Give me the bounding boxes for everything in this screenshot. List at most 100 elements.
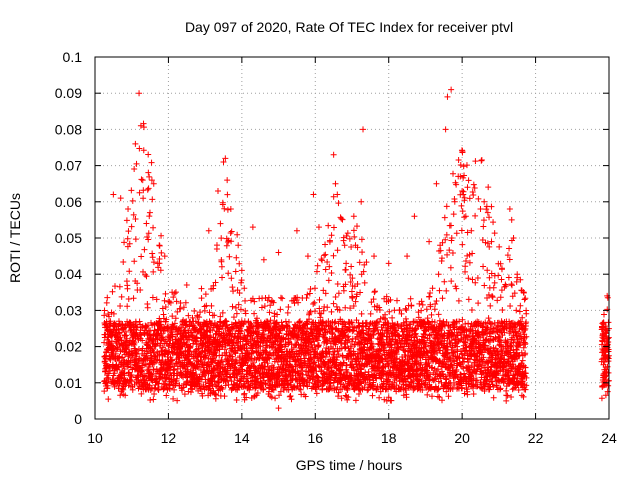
data-point: [170, 294, 177, 301]
data-point: [267, 302, 274, 309]
data-point: [351, 233, 358, 240]
data-point: [125, 228, 132, 235]
data-point: [136, 318, 143, 325]
data-point: [353, 291, 360, 298]
data-point: [328, 232, 335, 239]
data-point: [135, 346, 142, 353]
data-point: [150, 268, 157, 275]
data-point: [145, 185, 152, 192]
data-point: [368, 335, 375, 342]
data-point: [174, 372, 181, 379]
data-point: [424, 315, 431, 322]
data-point: [480, 263, 487, 270]
data-point: [304, 291, 311, 298]
data-point: [479, 236, 486, 243]
data-point: [304, 383, 311, 390]
data-point: [278, 319, 285, 326]
data-point: [357, 289, 364, 296]
data-point: [498, 266, 505, 273]
data-point: [149, 294, 156, 301]
data-point: [429, 393, 436, 400]
data-point: [266, 309, 273, 316]
data-point: [475, 300, 482, 307]
data-point: [218, 258, 225, 265]
data-point: [356, 259, 363, 266]
data-point: [229, 284, 236, 291]
data-point: [116, 341, 123, 348]
data-point: [133, 350, 140, 357]
data-point: [277, 294, 284, 301]
data-point: [284, 358, 291, 365]
data-point: [105, 313, 112, 320]
data-point: [149, 346, 156, 353]
data-point: [191, 307, 198, 314]
data-point: [235, 301, 242, 308]
data-point: [342, 281, 349, 288]
data-point: [418, 307, 425, 314]
data-point: [145, 230, 152, 237]
data-point: [323, 377, 330, 384]
data-point: [272, 356, 279, 363]
data-point: [317, 314, 324, 321]
data-point: [251, 310, 258, 317]
data-point: [458, 202, 465, 209]
data-point: [460, 163, 467, 170]
data-point: [132, 236, 139, 243]
data-point: [316, 342, 323, 349]
data-point: [263, 342, 270, 349]
data-point: [146, 213, 153, 220]
data-point: [433, 298, 440, 305]
data-point: [258, 304, 265, 311]
data-point: [441, 214, 448, 221]
data-point: [142, 361, 149, 368]
data-point: [105, 310, 112, 317]
data-point: [211, 312, 218, 319]
data-point: [201, 307, 208, 314]
data-point: [133, 351, 140, 358]
data-point: [136, 189, 143, 196]
data-point: [350, 227, 357, 234]
data-point: [297, 318, 304, 325]
data-point: [243, 394, 250, 401]
data-point: [282, 318, 289, 325]
data-point: [148, 159, 155, 166]
data-point: [360, 330, 367, 337]
data-point: [494, 297, 501, 304]
data-point: [128, 187, 135, 194]
data-point: [105, 396, 112, 403]
data-point: [182, 355, 189, 362]
data-point: [169, 333, 176, 340]
data-point: [347, 305, 354, 312]
data-point: [133, 362, 140, 369]
data-point: [343, 232, 350, 239]
data-point: [199, 392, 206, 399]
data-point: [314, 262, 321, 269]
data-point: [185, 388, 192, 395]
data-point: [239, 368, 246, 375]
data-point: [459, 208, 466, 215]
data-point: [101, 339, 108, 346]
data-point: [124, 285, 131, 292]
data-point: [228, 275, 235, 282]
data-point: [464, 184, 471, 191]
data-point: [448, 278, 455, 285]
data-point: [233, 254, 240, 261]
data-point: [447, 264, 454, 271]
data-point: [233, 396, 240, 403]
data-point: [453, 230, 460, 237]
data-point: [274, 359, 281, 366]
data-point: [324, 258, 331, 265]
data-point: [342, 266, 349, 273]
data-point: [127, 377, 134, 384]
data-point: [213, 392, 220, 399]
data-point: [408, 302, 415, 309]
data-point: [312, 361, 319, 368]
data-point: [208, 302, 215, 309]
data-point: [228, 348, 235, 355]
data-point: [203, 302, 210, 309]
data-point: [431, 306, 438, 313]
data-point: [498, 276, 505, 283]
data-point: [147, 386, 154, 393]
data-point: [277, 388, 284, 395]
data-point: [497, 385, 504, 392]
